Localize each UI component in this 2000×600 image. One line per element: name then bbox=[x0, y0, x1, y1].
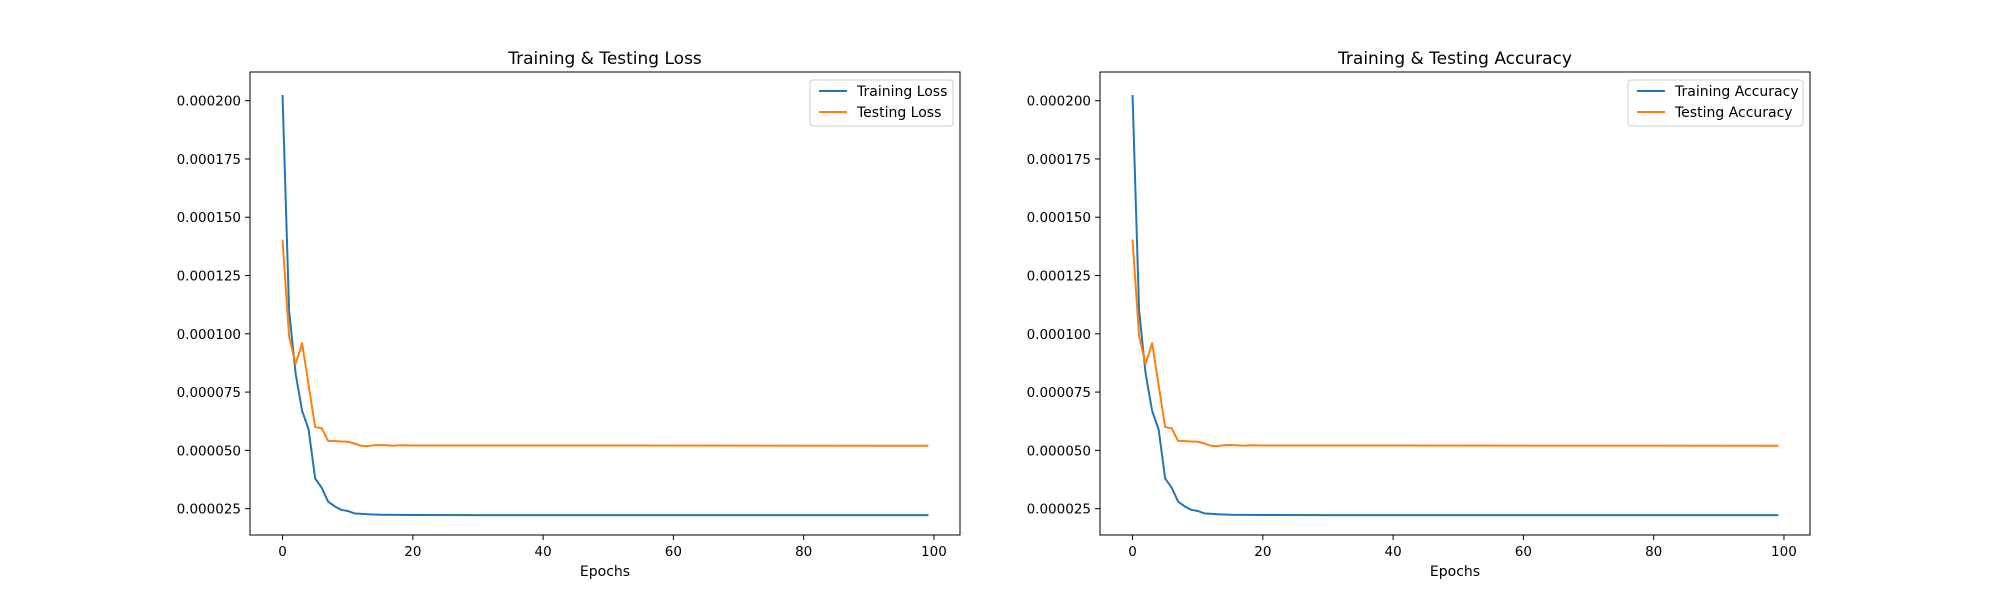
loss-x-tick-label: 60 bbox=[665, 544, 682, 560]
accuracy-x-tick-label: 40 bbox=[1385, 544, 1402, 560]
accuracy-y-tick-label: 0.000025 bbox=[1027, 502, 1091, 518]
loss-legend-label-testing: Testing Loss bbox=[856, 105, 941, 121]
accuracy-x-tick-label: 80 bbox=[1645, 544, 1662, 560]
loss-plot-area bbox=[250, 72, 960, 535]
accuracy-chart: Training & Testing Accuracy Epochs 0 20 40… bbox=[1027, 49, 1811, 580]
accuracy-plot-frame bbox=[1099, 71, 1811, 536]
loss-x-tick-label: 20 bbox=[404, 544, 421, 560]
loss-y-tick-label: 0.000100 bbox=[177, 327, 241, 343]
loss-y-tick-label: 0.000025 bbox=[177, 502, 241, 518]
loss-x-tick-label: 100 bbox=[921, 544, 947, 560]
accuracy-plot-area bbox=[1100, 72, 1810, 535]
loss-y-tick-label: 0.000200 bbox=[177, 94, 241, 110]
loss-plot-frame bbox=[249, 71, 961, 536]
accuracy-legend-label-training: Training Accuracy bbox=[1674, 84, 1799, 100]
accuracy-chart-title: Training & Testing Accuracy bbox=[1337, 49, 1572, 69]
accuracy-legend: Training Accuracy Testing Accuracy bbox=[1627, 79, 1804, 127]
accuracy-y-tick-label: 0.000075 bbox=[1027, 385, 1091, 401]
accuracy-legend-label-testing: Testing Accuracy bbox=[1674, 105, 1793, 121]
accuracy-ticks: 0 20 40 60 80 100 0.000025 0.000050 0.000075 0.00… bbox=[1027, 94, 1797, 560]
loss-legend: Training Loss Testing Loss bbox=[809, 79, 954, 127]
loss-series-line-testing bbox=[281, 239, 929, 448]
loss-chart: Training & Testing Loss Epochs 0 20 40 60 80… bbox=[177, 49, 961, 580]
accuracy-x-axis-label: Epochs bbox=[1430, 564, 1480, 580]
accuracy-series-line-testing bbox=[1131, 239, 1779, 448]
loss-series-line-training bbox=[281, 94, 929, 517]
loss-legend-label-training: Training Loss bbox=[856, 84, 947, 100]
loss-y-tick-label: 0.000050 bbox=[177, 443, 241, 459]
accuracy-y-tick-label: 0.000200 bbox=[1027, 94, 1091, 110]
accuracy-x-tick-label: 0 bbox=[1128, 544, 1137, 560]
accuracy-legend-box bbox=[1627, 79, 1804, 127]
accuracy-x-tick-label: 60 bbox=[1515, 544, 1532, 560]
accuracy-x-tick-label: 100 bbox=[1771, 544, 1797, 560]
loss-x-tick-label: 40 bbox=[535, 544, 552, 560]
loss-y-tick-label: 0.000075 bbox=[177, 385, 241, 401]
loss-series-lines bbox=[281, 94, 929, 517]
loss-x-tick-label: 0 bbox=[278, 544, 287, 560]
loss-y-tick-label: 0.000150 bbox=[177, 210, 241, 226]
loss-chart-title: Training & Testing Loss bbox=[507, 49, 702, 69]
accuracy-series-lines bbox=[1131, 94, 1779, 517]
accuracy-x-tick-label: 20 bbox=[1254, 544, 1271, 560]
loss-x-axis-label: Epochs bbox=[580, 564, 630, 580]
loss-x-tick-label: 80 bbox=[795, 544, 812, 560]
accuracy-y-tick-label: 0.000125 bbox=[1027, 269, 1091, 285]
accuracy-y-tick-label: 0.000175 bbox=[1027, 152, 1091, 168]
loss-y-tick-label: 0.000125 bbox=[177, 269, 241, 285]
accuracy-y-tick-label: 0.000150 bbox=[1027, 210, 1091, 226]
accuracy-y-tick-label: 0.000050 bbox=[1027, 443, 1091, 459]
loss-y-tick-label: 0.000175 bbox=[177, 152, 241, 168]
accuracy-series-line-training bbox=[1131, 94, 1779, 517]
accuracy-y-tick-label: 0.000100 bbox=[1027, 327, 1091, 343]
loss-ticks: 0 20 40 60 80 100 0.000025 0.000050 0.000075 0.00… bbox=[177, 94, 947, 560]
